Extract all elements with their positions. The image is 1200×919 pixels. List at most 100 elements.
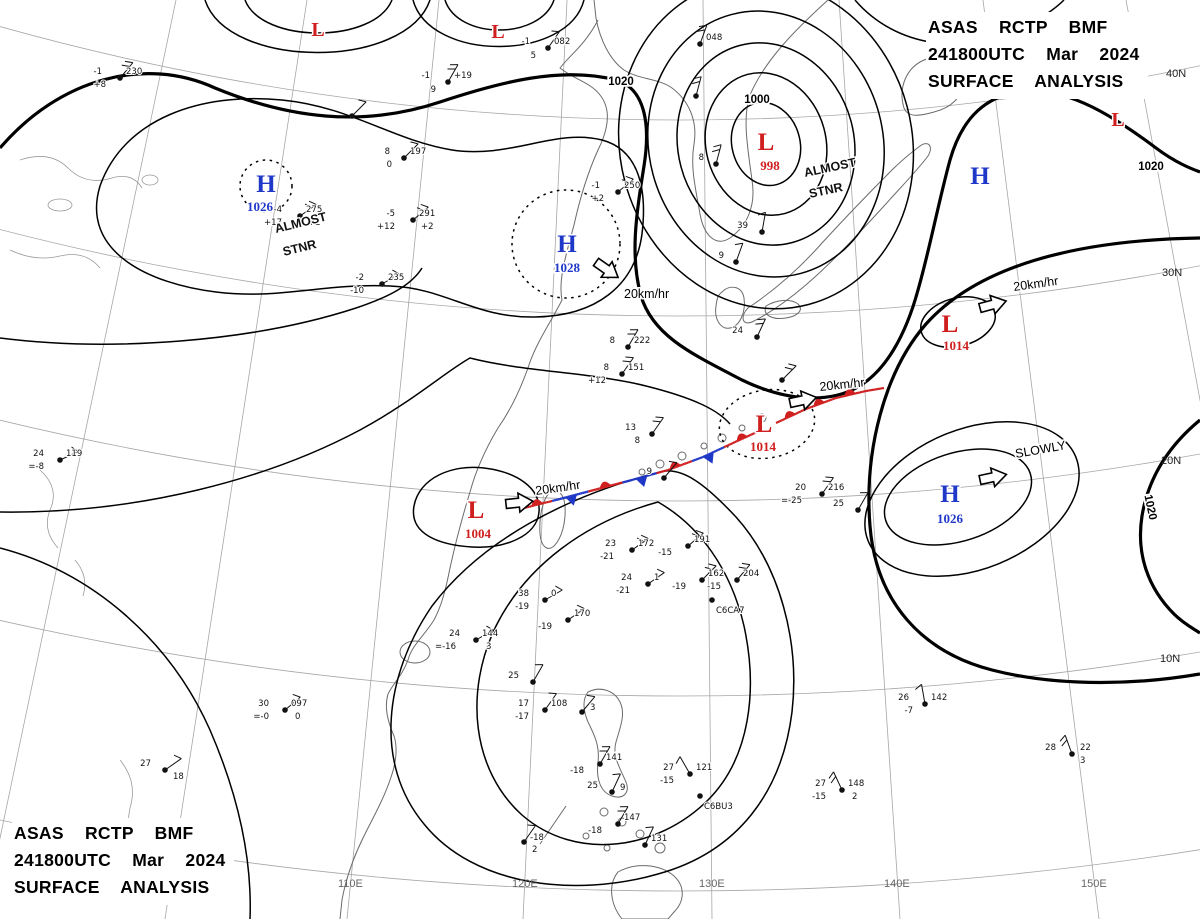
pressure-value: 1014 bbox=[943, 338, 970, 353]
front-line bbox=[780, 418, 784, 422]
front-line bbox=[809, 405, 813, 409]
isobar bbox=[0, 357, 731, 513]
chart-title-top-right: ASAS RCTP BMF 241800UTC Mar 2024 SURFACE… bbox=[926, 12, 1148, 99]
station-value: 275 bbox=[306, 205, 322, 215]
front-line bbox=[622, 480, 625, 484]
pressure-center: H 1028 bbox=[553, 230, 583, 277]
high-center-letter: H bbox=[940, 481, 960, 508]
station-plot: C6CA7 bbox=[709, 597, 746, 617]
station-value: 8 bbox=[635, 436, 640, 446]
station-value: 121 bbox=[696, 763, 712, 773]
wind-barb bbox=[611, 773, 621, 793]
warm-front-symbol bbox=[736, 433, 748, 442]
longitude-label: 130E bbox=[699, 878, 725, 890]
front-line bbox=[559, 497, 562, 501]
coast-visayas-islands bbox=[582, 807, 666, 854]
front-line bbox=[665, 468, 669, 472]
wind-barb-tick bbox=[712, 149, 721, 153]
front-line bbox=[662, 469, 665, 473]
wind-barb-tick bbox=[755, 322, 764, 325]
station-circle bbox=[697, 793, 703, 799]
front-line bbox=[684, 462, 687, 465]
isobar bbox=[617, 0, 915, 310]
front-line bbox=[754, 431, 758, 434]
wind-barb-tick bbox=[825, 476, 834, 479]
front-line bbox=[656, 471, 659, 475]
warm-front-symbol bbox=[844, 389, 856, 397]
front-line bbox=[648, 473, 652, 477]
wind-barb bbox=[687, 532, 704, 547]
station-value: 191 bbox=[694, 535, 710, 545]
front-line bbox=[686, 461, 689, 465]
station-plot: 141 -18 bbox=[569, 746, 623, 777]
coast-shikoku bbox=[764, 299, 801, 319]
front-line bbox=[633, 477, 637, 481]
wind-barb bbox=[679, 756, 691, 775]
wind-barb-tick bbox=[822, 480, 831, 483]
front-line bbox=[599, 486, 602, 490]
station-value: 144 bbox=[482, 629, 498, 639]
front-line bbox=[578, 492, 581, 496]
isobar bbox=[444, 0, 555, 31]
dotted-rings bbox=[239, 159, 816, 460]
station-value: -17 bbox=[515, 712, 529, 722]
front-line bbox=[829, 398, 833, 402]
front-line bbox=[658, 471, 661, 474]
front-line bbox=[714, 449, 718, 453]
front-line bbox=[695, 458, 698, 461]
front-line bbox=[784, 417, 788, 420]
wind-barb bbox=[663, 462, 678, 479]
latitude-label: 40N bbox=[1166, 68, 1186, 80]
front-line bbox=[646, 474, 650, 477]
station-value: 25 bbox=[587, 781, 598, 791]
title-line-3: SURFACE ANALYSIS bbox=[928, 71, 1124, 91]
front-line bbox=[782, 417, 786, 421]
wind-barb-tick bbox=[788, 363, 797, 367]
isobar-thick bbox=[0, 72, 1200, 400]
wind-barb bbox=[351, 101, 367, 117]
movement-speed-label: 20km/hr bbox=[624, 287, 669, 301]
wind-barb bbox=[547, 31, 560, 49]
wind-barb-tick bbox=[741, 562, 750, 566]
wind-barb-tick bbox=[698, 24, 707, 28]
wind-barb-tick bbox=[121, 64, 130, 68]
station-plot: 191 -15 bbox=[657, 529, 711, 559]
station-value: -21 bbox=[600, 552, 614, 562]
wind-barb bbox=[59, 451, 79, 461]
front-line bbox=[650, 473, 654, 476]
wind-barb-tick bbox=[304, 203, 313, 208]
wind-barb bbox=[921, 684, 926, 705]
isobar bbox=[244, 0, 393, 34]
station-plot: -5 291 +12 +2 bbox=[376, 203, 436, 233]
station-value: +12 bbox=[377, 222, 395, 232]
front-line bbox=[794, 412, 798, 415]
wind-barb-tick bbox=[410, 141, 419, 145]
station-value: -1 bbox=[592, 181, 600, 191]
station-plot: 162 -19 bbox=[671, 563, 725, 593]
wind-barb-tick bbox=[625, 175, 634, 180]
station-value: 097 bbox=[291, 699, 307, 709]
station-value: +12 bbox=[588, 376, 606, 386]
station-value: +8 bbox=[93, 80, 106, 90]
movement-arrow bbox=[592, 257, 620, 279]
isobar bbox=[864, 420, 1080, 578]
station-value: 24 bbox=[621, 573, 632, 583]
movement-note-label: STNR bbox=[281, 237, 317, 259]
station-value: 142 bbox=[931, 693, 947, 703]
station-value: -7 bbox=[905, 706, 913, 716]
station-plot: 9 bbox=[646, 460, 678, 481]
station-value: -18 bbox=[588, 826, 602, 836]
station-value: 197 bbox=[410, 147, 426, 157]
station-value: 2 bbox=[852, 792, 857, 802]
pressure-value: 1026 bbox=[247, 199, 274, 214]
wind-barb bbox=[699, 25, 708, 45]
open-arrow-icon bbox=[504, 491, 535, 514]
wind-barb bbox=[651, 417, 664, 435]
front-line bbox=[747, 434, 751, 438]
front-line bbox=[618, 481, 621, 485]
longitude-label: 110E bbox=[338, 878, 363, 890]
station-value: =-8 bbox=[28, 462, 44, 472]
station-value: -2 bbox=[356, 273, 364, 283]
wind-barb bbox=[647, 572, 665, 585]
